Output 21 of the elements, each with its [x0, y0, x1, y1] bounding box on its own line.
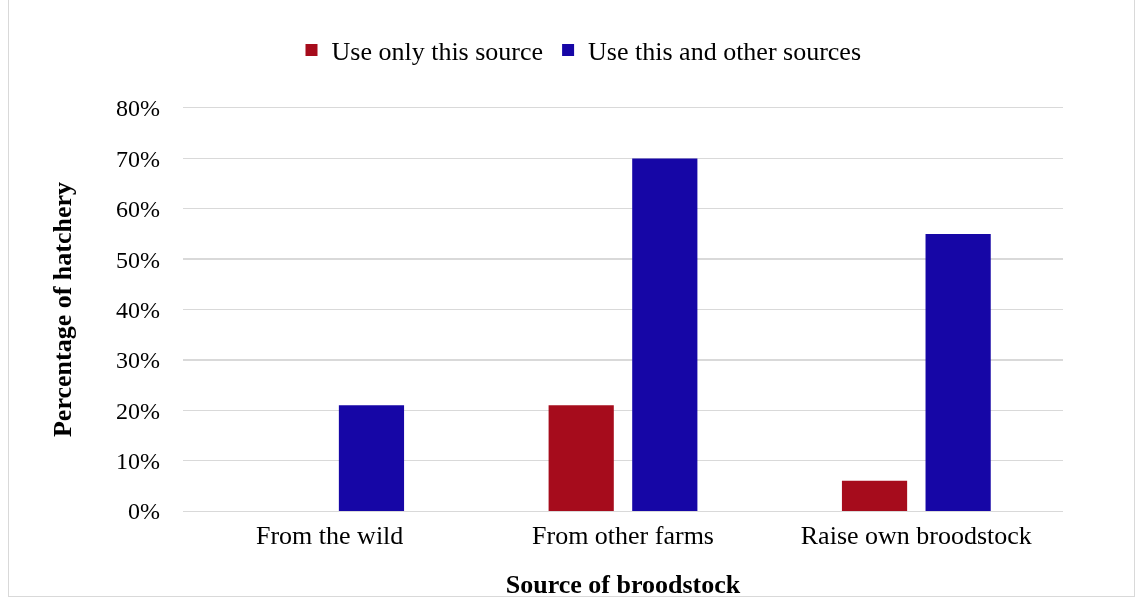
x-tick-label: From the wild [256, 520, 404, 550]
y-tick-label: 50% [116, 246, 160, 273]
x-tick-label: From other farms [532, 520, 714, 550]
bar [338, 405, 405, 511]
x-tick-label: Raise own broodstock [800, 520, 1032, 550]
y-tick-label: 60% [116, 196, 160, 223]
bar [841, 480, 908, 511]
y-tick-label: 30% [116, 347, 160, 374]
bar [632, 158, 698, 511]
y-tick-label: 40% [116, 296, 160, 323]
y-tick-label: 10% [116, 448, 160, 475]
legend-label: Use only this source [331, 37, 544, 67]
x-axis-title: Source of broodstock [505, 570, 741, 599]
bar [548, 405, 614, 511]
y-tick-label: 80% [116, 95, 160, 122]
legend-label: Use this and other sources [588, 37, 862, 67]
bar [925, 233, 991, 511]
y-tick-label: 70% [116, 145, 160, 172]
y-tick-label: 20% [116, 397, 160, 424]
y-tick-label: 0% [128, 498, 160, 525]
y-axis-title: Percentage of hatchery [48, 181, 78, 438]
